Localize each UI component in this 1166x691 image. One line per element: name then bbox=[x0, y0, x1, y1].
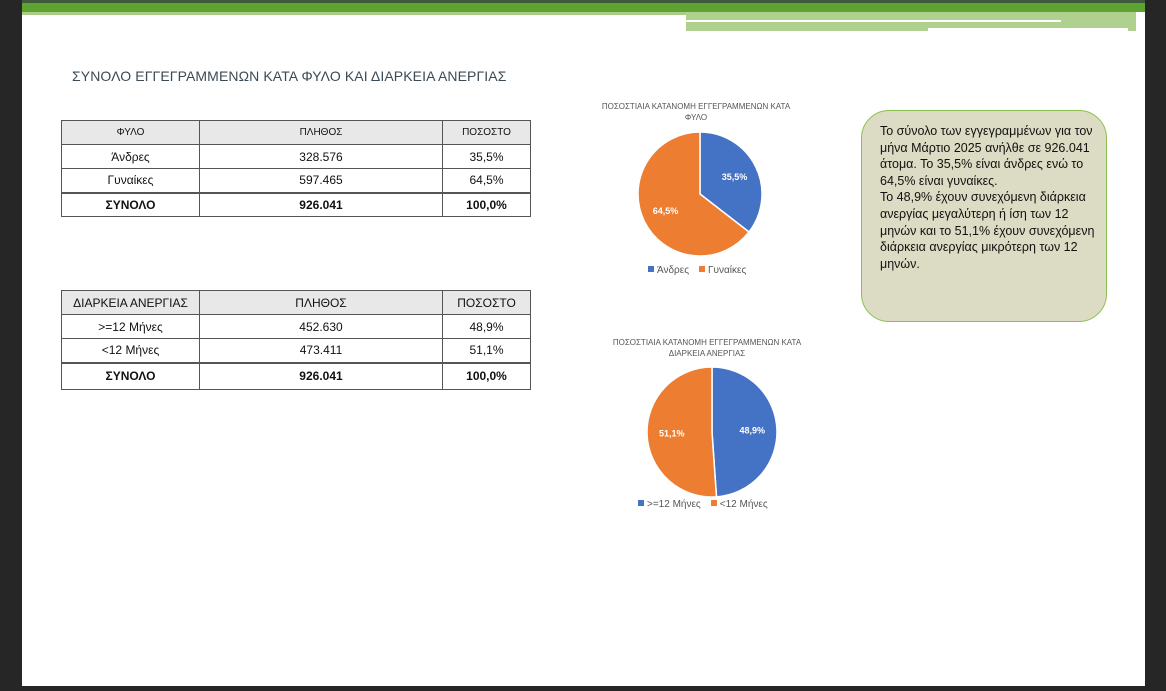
cell: 100,0% bbox=[442, 191, 531, 217]
legend-swatch bbox=[710, 500, 717, 506]
cell: 926.041 bbox=[199, 191, 443, 217]
pie-slice-1 bbox=[646, 366, 718, 498]
header-cell: ΔΙΑΡΚΕΙΑ ΑΝΕΡΓΙΑΣ bbox=[61, 290, 200, 315]
cell: 452.630 bbox=[199, 314, 443, 339]
header-band bbox=[22, 0, 1145, 3]
cell: <12 Μήνες bbox=[61, 338, 200, 363]
duration-table: ΔΙΑΡΚΕΙΑ ΑΝΕΡΓΙΑΣ ΠΛΗΘΟΣ ΠΟΣΟΣΤΟ >=12 Μή… bbox=[61, 290, 531, 390]
table-row: <12 Μήνες 473.411 51,1% bbox=[61, 338, 531, 363]
gender-pie-chart: 35,5% 64,5% bbox=[637, 131, 763, 257]
table-header-row: ΦΥΛΟ ΠΛΗΘΟΣ ΠΟΣΟΣΤΟ bbox=[61, 120, 531, 145]
chart-title: ΠΟΣΟΣΤΙΑΙΑ ΚΑΤΑΝΟΜΗ ΕΓΓΕΓΡΑΜΜΕΝΩΝ ΚΑΤΑ Δ… bbox=[612, 338, 802, 358]
header-cell: ΠΛΗΘΟΣ bbox=[199, 290, 443, 315]
gender-table: ΦΥΛΟ ΠΛΗΘΟΣ ΠΟΣΟΣΤΟ Άνδρες 328.576 35,5%… bbox=[61, 120, 531, 217]
chart-legend: >=12 Μήνες <12 Μήνες bbox=[638, 499, 768, 510]
table-total-row: ΣΥΝΟΛΟ 926.041 100,0% bbox=[61, 191, 531, 217]
data-label: 64,5% bbox=[653, 206, 679, 216]
page-title: ΣΥΝΟΛΟ ΕΓΓΕΓΡΑΜΜΕΝΩΝ ΚΑΤΑ ΦΥΛΟ ΚΑΙ ΔΙΑΡΚ… bbox=[72, 68, 507, 84]
cell: 597.465 bbox=[199, 168, 443, 193]
legend-label: Γυναίκες bbox=[708, 265, 747, 276]
cell: 926.041 bbox=[199, 361, 443, 390]
cell: ΣΥΝΟΛΟ bbox=[61, 361, 200, 390]
table-header-row: ΔΙΑΡΚΕΙΑ ΑΝΕΡΓΙΑΣ ΠΛΗΘΟΣ ΠΟΣΟΣΤΟ bbox=[61, 290, 531, 315]
header-cell: ΠΟΣΟΣΤΟ bbox=[442, 290, 531, 315]
chart-legend: Άνδρες Γυναίκες bbox=[648, 265, 746, 276]
header-cell: ΦΥΛΟ bbox=[61, 120, 200, 145]
cell: 473.411 bbox=[199, 338, 443, 363]
cell: 328.576 bbox=[199, 144, 443, 169]
legend-swatch bbox=[648, 266, 654, 272]
legend-item: Άνδρες bbox=[648, 265, 689, 276]
summary-note: Το σύνολο των εγγεγραμμένων για τον μήνα… bbox=[861, 110, 1107, 322]
cell: 51,1% bbox=[442, 338, 531, 363]
cell: ΣΥΝΟΛΟ bbox=[61, 191, 200, 217]
legend-item: <12 Μήνες bbox=[710, 499, 768, 510]
legend-item: >=12 Μήνες bbox=[638, 499, 701, 510]
legend-swatch bbox=[699, 266, 706, 272]
duration-pie-chart: 48,9% 51,1% bbox=[646, 366, 778, 498]
cell: 35,5% bbox=[442, 144, 531, 169]
data-label: 35,5% bbox=[722, 172, 748, 182]
data-label: 48,9% bbox=[740, 426, 766, 436]
legend-label: <12 Μήνες bbox=[719, 499, 768, 510]
pie-slice-0 bbox=[699, 131, 763, 234]
cell: 100,0% bbox=[442, 361, 531, 390]
header-band bbox=[22, 3, 1145, 12]
table-row: Άνδρες 328.576 35,5% bbox=[61, 144, 531, 169]
legend-label: Άνδρες bbox=[657, 265, 690, 276]
table-total-row: ΣΥΝΟΛΟ 926.041 100,0% bbox=[61, 361, 531, 390]
cell: Άνδρες bbox=[61, 144, 200, 169]
header-line bbox=[928, 28, 1128, 31]
legend-swatch bbox=[638, 500, 644, 506]
table-row: >=12 Μήνες 452.630 48,9% bbox=[61, 314, 531, 339]
legend-item: Γυναίκες bbox=[699, 265, 746, 276]
pie-slice-0 bbox=[711, 366, 778, 498]
cell: 48,9% bbox=[442, 314, 531, 339]
header-cell: ΠΟΣΟΣΤΟ bbox=[442, 120, 531, 145]
header-cell: ΠΛΗΘΟΣ bbox=[199, 120, 443, 145]
cell: 64,5% bbox=[442, 168, 531, 193]
cell: >=12 Μήνες bbox=[61, 314, 200, 339]
data-label: 51,1% bbox=[659, 428, 685, 438]
cell: Γυναίκες bbox=[61, 168, 200, 193]
header-line bbox=[686, 20, 1061, 22]
chart-title: ΠΟΣΟΣΤΙΑΙΑ ΚΑΤΑΝΟΜΗ ΕΓΓΕΓΡΑΜΜΕΝΩΝ ΚΑΤΑ Φ… bbox=[601, 102, 791, 122]
header-band bbox=[22, 12, 687, 15]
table-row: Γυναίκες 597.465 64,5% bbox=[61, 168, 531, 193]
pie-slice-1 bbox=[637, 131, 751, 257]
legend-label: >=12 Μήνες bbox=[647, 499, 701, 510]
